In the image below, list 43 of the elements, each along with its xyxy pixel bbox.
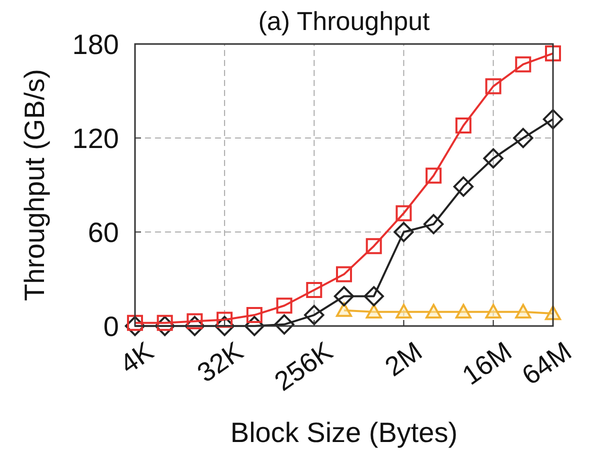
point [334,286,354,306]
point [394,222,414,242]
point [455,304,472,318]
point [336,266,352,282]
point [244,316,265,336]
point [396,304,412,318]
x-tick-label: 32K [192,336,248,388]
point [304,304,324,326]
x-tick-label: 64M [516,336,577,391]
y-tick-label: 60 [88,216,119,248]
point [306,282,322,298]
point [364,286,384,306]
x-tick-label: 2M [380,336,428,382]
point [124,316,146,336]
point [515,56,532,72]
point [184,316,205,336]
point [366,304,382,318]
point [426,168,442,184]
point [396,205,412,222]
point [545,45,561,62]
y-tick-label: 120 [72,122,119,154]
point [214,316,235,336]
point [453,176,474,197]
point [483,148,504,168]
point [485,304,502,318]
point [366,238,382,254]
point [513,128,534,148]
point [485,78,502,94]
y-tick-label: 180 [72,28,119,60]
point [154,316,175,336]
point [246,307,262,324]
y-axis-title: Throughput (GB/s) [19,69,50,301]
point [515,304,532,318]
point [276,298,292,314]
point [426,304,442,318]
x-tick-label: 16M [456,336,518,391]
point [542,109,564,130]
point [274,314,294,335]
point [455,117,472,134]
x-axis-title: Block Size (Bytes) [230,417,458,448]
chart-title: (a) Throughput [258,6,431,36]
point [423,214,444,234]
point [336,302,352,317]
